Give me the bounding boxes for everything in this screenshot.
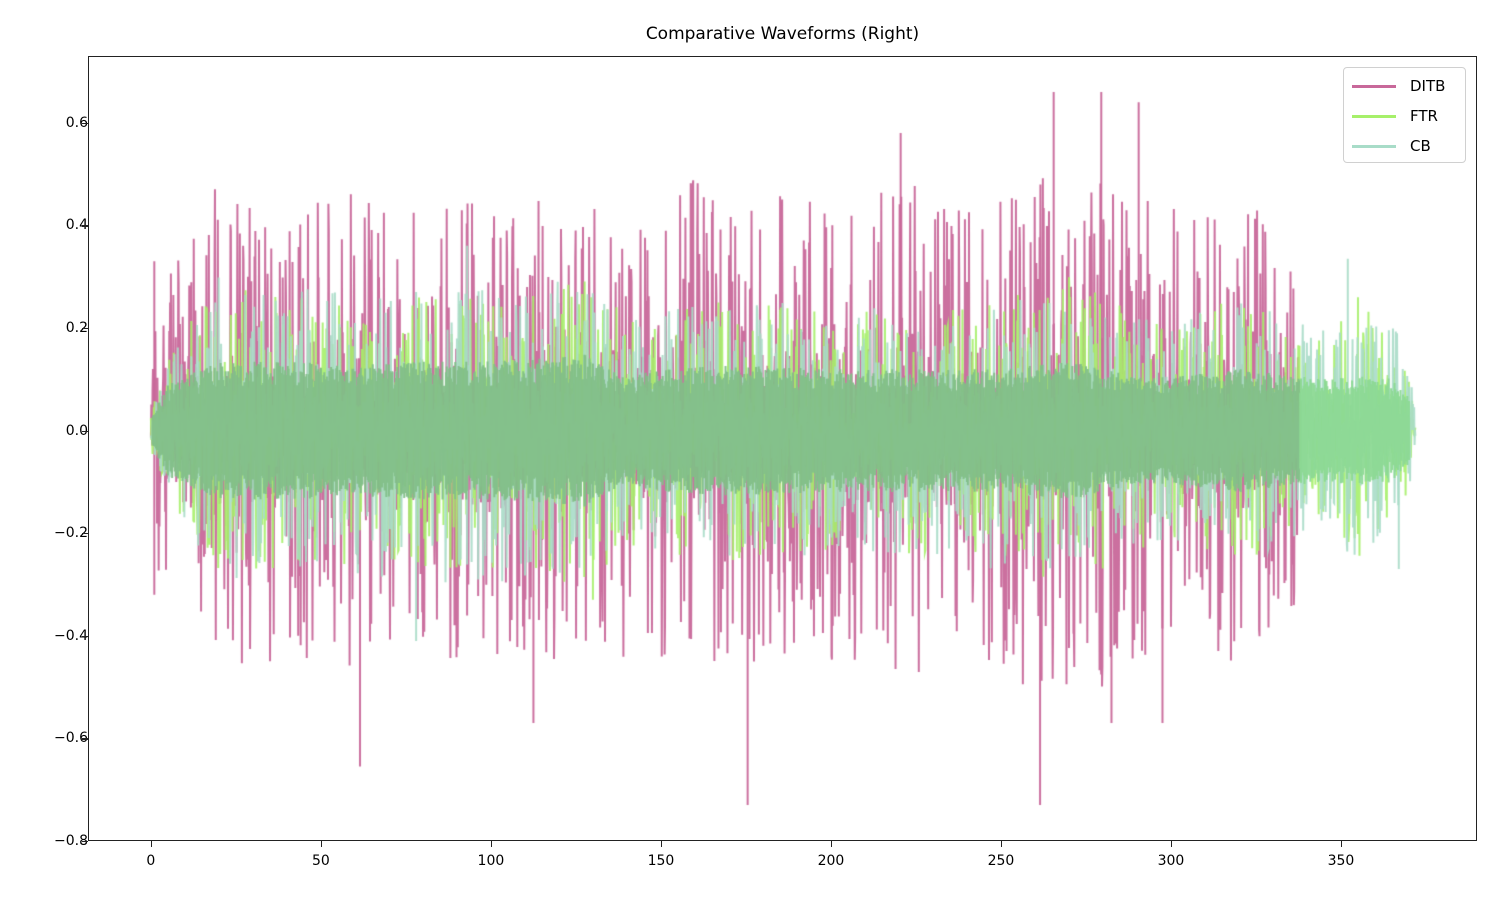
y-tick-mark (82, 738, 88, 740)
legend-item-ditb: DITB (1352, 76, 1445, 96)
x-tick-label: 200 (817, 853, 845, 869)
legend-line-icon (1352, 144, 1396, 148)
legend: DITB FTR CB (1343, 67, 1466, 163)
x-tick-label: 300 (1157, 853, 1185, 869)
legend-item-cb: CB (1352, 136, 1431, 156)
y-tick-mark (82, 122, 88, 124)
y-tick-label: 0.6 (65, 114, 88, 131)
x-tick-label: 150 (647, 853, 675, 869)
y-tick-mark (82, 635, 88, 638)
x-tick-mark (660, 841, 663, 847)
x-tick-mark (1340, 841, 1343, 847)
y-tick-label: −0.8 (54, 833, 88, 849)
y-tick-label: 0.2 (65, 319, 88, 336)
chart-title: Comparative Waveforms (Right) (645, 24, 920, 44)
y-tick-label: −0.6 (54, 730, 88, 747)
y-tick-mark (82, 533, 88, 535)
x-tick-mark (830, 841, 833, 847)
x-tick-mark (1170, 841, 1173, 847)
legend-label: CB (1410, 137, 1431, 155)
y-tick-label: −0.4 (54, 627, 88, 644)
y-tick-mark (82, 841, 88, 843)
y-tick-mark (82, 430, 88, 432)
legend-label: FTR (1410, 107, 1438, 125)
plot-area (88, 56, 1477, 841)
legend-label: DITB (1410, 77, 1446, 95)
y-tick-label: 0.4 (65, 217, 88, 234)
x-tick-label: 250 (987, 853, 1015, 869)
x-tick-label: 50 (311, 853, 330, 869)
x-tick-mark (1000, 841, 1003, 847)
y-tick-label: −0.2 (54, 525, 88, 542)
legend-item-ftr: FTR (1352, 106, 1438, 126)
y-tick-mark (82, 225, 88, 227)
x-tick-mark (150, 841, 153, 847)
y-tick-label: 0.0 (65, 422, 88, 439)
legend-line-icon (1352, 114, 1396, 118)
x-tick-label: 350 (1327, 853, 1355, 869)
x-tick-label: 0 (146, 853, 156, 869)
y-tick-mark (82, 327, 88, 330)
x-tick-mark (490, 841, 493, 847)
x-tick-label: 100 (477, 853, 505, 869)
x-tick-mark (320, 841, 323, 847)
axes-frame (88, 56, 1477, 841)
legend-line-icon (1352, 84, 1396, 88)
